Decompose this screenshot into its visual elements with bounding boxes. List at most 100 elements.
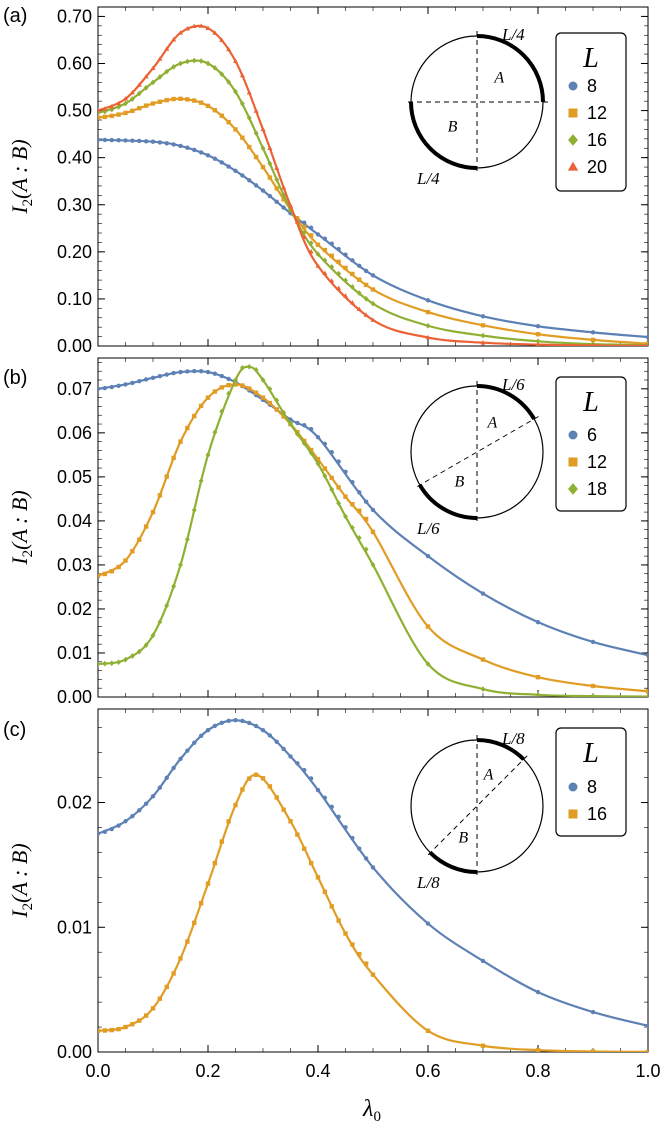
data-point-L8 xyxy=(260,728,266,733)
legend: L8 12 16 20 xyxy=(555,32,627,192)
data-point-L18 xyxy=(116,659,122,666)
data-point-L18 xyxy=(349,524,355,531)
data-point-L12 xyxy=(150,101,156,106)
data-point-L18 xyxy=(301,440,307,447)
data-point-L6 xyxy=(308,426,314,432)
data-point-L20 xyxy=(219,37,225,42)
data-point-L18 xyxy=(191,507,197,514)
data-point-L16 xyxy=(343,277,348,284)
data-point-L16 xyxy=(143,84,149,91)
data-point-L18 xyxy=(171,583,177,590)
data-point-L16 xyxy=(219,839,224,844)
data-point-L20 xyxy=(260,126,266,132)
data-point-L12 xyxy=(233,382,238,387)
series-group xyxy=(98,363,648,697)
y-tick-label: 0.60 xyxy=(57,54,92,74)
y-tick-label: 0.00 xyxy=(57,687,92,707)
legend-label: 16 xyxy=(587,804,607,824)
inset-label-A: A xyxy=(487,414,498,431)
data-point-L12 xyxy=(137,106,142,111)
data-point-L20 xyxy=(535,341,541,346)
data-point-L6 xyxy=(178,369,183,375)
data-point-L18 xyxy=(480,686,486,692)
data-point-L12 xyxy=(198,100,204,105)
data-point-L20 xyxy=(356,306,362,312)
inset-bottom-label: L/6 xyxy=(416,519,440,538)
data-point-L8 xyxy=(645,1023,648,1029)
panel-label: (a) xyxy=(3,5,27,27)
arc-A xyxy=(476,34,545,103)
data-point-L12 xyxy=(157,99,163,104)
y-tick-label: 0.70 xyxy=(57,6,92,26)
data-point-L6 xyxy=(425,553,431,559)
series-group xyxy=(98,718,648,1052)
data-point-L8 xyxy=(535,324,541,329)
data-point-L20 xyxy=(239,72,245,78)
data-point-L8 xyxy=(535,989,541,995)
data-point-L16 xyxy=(205,881,211,886)
x-axis-label: λ0 xyxy=(362,1096,381,1125)
data-point-L8 xyxy=(233,168,238,174)
data-point-L6 xyxy=(645,652,648,658)
data-point-L6 xyxy=(192,368,197,374)
panel-label: (c) xyxy=(3,719,26,741)
data-point-L8 xyxy=(123,138,128,143)
legend-box xyxy=(555,32,627,192)
data-point-L12 xyxy=(102,114,108,120)
data-point-L20 xyxy=(425,334,431,340)
data-point-L8 xyxy=(192,147,197,153)
data-point-L12 xyxy=(205,103,211,109)
inset-diagram: L/6 L/6 A B xyxy=(410,375,544,538)
data-point-L18 xyxy=(590,693,596,697)
data-point-L18 xyxy=(157,619,163,625)
data-point-L18 xyxy=(219,408,225,415)
data-point-L6 xyxy=(150,375,156,381)
y-tick-label: 0.30 xyxy=(57,195,92,215)
data-point-L20 xyxy=(143,73,149,79)
legend-label: 16 xyxy=(587,130,607,150)
data-point-L8 xyxy=(480,958,486,964)
data-point-L16 xyxy=(322,257,328,264)
series-line-L16 xyxy=(98,773,648,1052)
legend-title: L xyxy=(582,43,599,74)
data-point-L8 xyxy=(302,220,307,225)
arc-B xyxy=(409,101,478,170)
data-point-L12 xyxy=(247,386,252,391)
data-point-L18 xyxy=(246,363,252,370)
data-point-L8 xyxy=(137,138,142,144)
series-line-L12 xyxy=(98,383,648,693)
data-point-L6 xyxy=(363,499,369,504)
data-point-L12 xyxy=(357,508,362,513)
data-point-L18 xyxy=(288,421,293,427)
data-point-L18 xyxy=(123,656,128,663)
data-point-L8 xyxy=(267,193,273,199)
data-point-L12 xyxy=(171,96,176,102)
legend-label: 12 xyxy=(587,103,607,123)
series-group xyxy=(98,23,648,346)
data-point-L8 xyxy=(143,139,149,144)
data-point-L20 xyxy=(157,56,163,61)
data-point-L18 xyxy=(98,661,101,667)
y-tick-label: 0.07 xyxy=(57,379,92,399)
data-point-L8 xyxy=(198,733,204,739)
data-point-L16 xyxy=(480,1043,486,1048)
x-tick-label: 0.0 xyxy=(85,1061,110,1081)
data-point-L12 xyxy=(102,571,108,577)
data-point-L8 xyxy=(288,754,293,759)
data-point-L18 xyxy=(239,365,245,371)
data-point-L16 xyxy=(315,875,321,880)
data-point-L8 xyxy=(425,921,431,926)
data-point-L12 xyxy=(295,216,300,221)
inset-top-label: L/4 xyxy=(501,25,525,44)
data-point-L12 xyxy=(185,97,190,102)
data-point-L16 xyxy=(645,1049,648,1052)
data-point-L16 xyxy=(267,784,273,789)
data-point-L12 xyxy=(302,224,307,230)
data-point-L6 xyxy=(130,380,135,386)
data-point-L16 xyxy=(370,972,376,977)
data-point-L16 xyxy=(315,251,321,258)
data-point-L8 xyxy=(185,748,190,753)
data-point-L16 xyxy=(253,130,259,136)
data-point-L8 xyxy=(247,178,252,183)
legend-title: L xyxy=(582,387,599,418)
